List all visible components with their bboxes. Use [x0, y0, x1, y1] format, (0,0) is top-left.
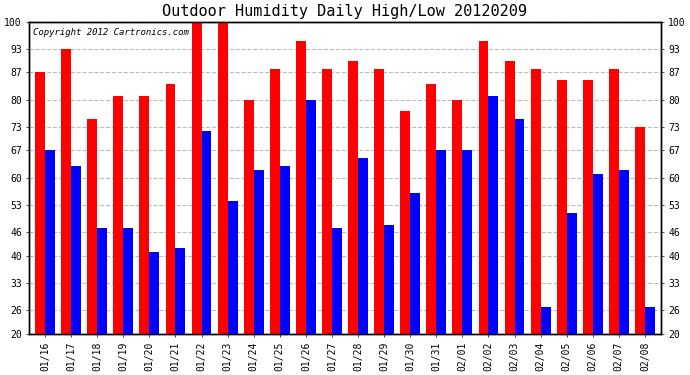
- Bar: [113, 96, 124, 375]
- Bar: [124, 228, 133, 375]
- Bar: [175, 248, 186, 375]
- Bar: [322, 69, 332, 375]
- Bar: [97, 228, 107, 375]
- Bar: [479, 41, 489, 375]
- Bar: [531, 69, 540, 375]
- Bar: [410, 194, 420, 375]
- Bar: [583, 80, 593, 375]
- Bar: [150, 252, 159, 375]
- Bar: [139, 96, 150, 375]
- Bar: [244, 100, 254, 375]
- Bar: [540, 306, 551, 375]
- Bar: [436, 150, 446, 375]
- Bar: [619, 170, 629, 375]
- Bar: [504, 61, 515, 375]
- Bar: [296, 41, 306, 375]
- Bar: [306, 100, 316, 375]
- Bar: [462, 150, 472, 375]
- Bar: [228, 201, 237, 375]
- Bar: [374, 69, 384, 375]
- Bar: [192, 22, 201, 375]
- Bar: [426, 84, 436, 375]
- Bar: [166, 84, 175, 375]
- Bar: [254, 170, 264, 375]
- Bar: [88, 119, 97, 375]
- Bar: [489, 96, 498, 375]
- Bar: [201, 131, 211, 375]
- Bar: [593, 174, 602, 375]
- Bar: [218, 22, 228, 375]
- Bar: [384, 225, 394, 375]
- Bar: [332, 228, 342, 375]
- Bar: [35, 72, 45, 375]
- Text: Copyright 2012 Cartronics.com: Copyright 2012 Cartronics.com: [32, 28, 188, 37]
- Bar: [566, 213, 577, 375]
- Bar: [515, 119, 524, 375]
- Bar: [609, 69, 619, 375]
- Bar: [45, 150, 55, 375]
- Bar: [557, 80, 566, 375]
- Bar: [645, 306, 655, 375]
- Bar: [348, 61, 358, 375]
- Bar: [61, 49, 71, 375]
- Bar: [453, 100, 462, 375]
- Bar: [280, 166, 290, 375]
- Bar: [400, 111, 410, 375]
- Bar: [270, 69, 280, 375]
- Bar: [635, 127, 645, 375]
- Title: Outdoor Humidity Daily High/Low 20120209: Outdoor Humidity Daily High/Low 20120209: [163, 4, 527, 19]
- Bar: [358, 158, 368, 375]
- Bar: [71, 166, 81, 375]
